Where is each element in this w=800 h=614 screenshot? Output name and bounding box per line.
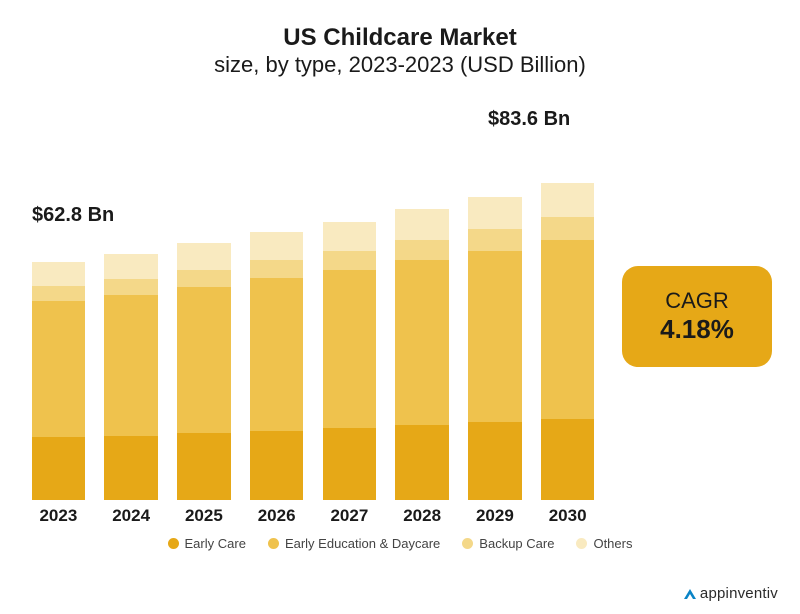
bar-column [319,222,380,501]
bar-segment [541,217,594,240]
legend-swatch [268,538,279,549]
bar-segment [104,254,157,279]
title-block: US Childcare Market size, by type, 2023-… [28,24,772,78]
bar-segment [104,279,157,295]
bars [28,140,598,500]
x-tick-label: 2027 [319,506,380,526]
legend-item: Others [576,536,632,551]
bar-segment [323,251,376,270]
legend-item: Backup Care [462,536,554,551]
bar-segment [250,260,303,278]
legend-label: Backup Care [479,536,554,551]
title-sub: size, by type, 2023-2023 (USD Billion) [28,52,772,78]
cagr-value: 4.18% [650,314,744,345]
bar-column [174,243,235,500]
bar-column [28,262,89,500]
legend-label: Others [593,536,632,551]
bar [32,262,85,500]
title-main: US Childcare Market [28,24,772,52]
legend-label: Early Care [185,536,246,551]
bar [395,209,448,500]
bar-segment [323,428,376,500]
brand-text: appinventiv [700,585,778,602]
bar-segment [177,270,230,287]
bar-segment [323,222,376,251]
bar-column [537,183,598,500]
cagr-box: CAGR 4.18% [622,266,772,367]
x-axis-labels: 2023 2024 2025 2026 2027 2028 2029 2030 [28,506,598,526]
x-tick-label: 2030 [537,506,598,526]
bar-column [246,232,307,500]
legend-swatch [462,538,473,549]
brand-icon [682,586,698,602]
legend-label: Early Education & Daycare [285,536,440,551]
bar-segment [250,431,303,500]
bar-segment [32,262,85,286]
bar [323,222,376,501]
bar-segment [395,209,448,240]
legend-item: Early Education & Daycare [268,536,440,551]
legend-swatch [576,538,587,549]
bar-segment [104,436,157,500]
bar-segment [541,183,594,217]
bar-column [465,197,526,500]
bar-segment [323,270,376,428]
brand-logo: appinventiv [682,585,778,602]
cagr-label: CAGR [650,288,744,314]
chart-area: $62.8 Bn $83.6 Bn 2023202420252026202720… [28,106,598,526]
x-tick-label: 2026 [246,506,307,526]
bar-segment [468,422,521,500]
bar-segment [468,229,521,250]
bar-segment [395,240,448,260]
bar-segment [32,301,85,437]
bar-column [392,209,453,500]
bar-segment [177,433,230,500]
bar-segment [395,260,448,425]
bar-segment [104,295,157,436]
legend-item: Early Care [168,536,246,551]
bar [541,183,594,500]
bar-segment [468,197,521,229]
x-tick-label: 2028 [392,506,453,526]
bar-segment [250,278,303,430]
x-tick-label: 2025 [174,506,235,526]
bar-segment [250,232,303,260]
bar-segment [177,287,230,433]
legend-swatch [168,538,179,549]
bar [250,232,303,500]
body-row: $62.8 Bn $83.6 Bn 2023202420252026202720… [28,106,772,526]
bar [468,197,521,500]
callout-last: $83.6 Bn [488,108,570,131]
bar-segment [541,419,594,500]
x-tick-label: 2023 [28,506,89,526]
bar [177,243,230,500]
x-tick-label: 2029 [465,506,526,526]
bar-segment [32,437,85,500]
bar-column [101,254,162,500]
chart-container: US Childcare Market size, by type, 2023-… [0,0,800,614]
bar-segment [177,243,230,270]
bar-segment [32,286,85,301]
x-tick-label: 2024 [101,506,162,526]
bar-segment [541,240,594,420]
bar [104,254,157,500]
bar-segment [395,425,448,500]
legend: Early Care Early Education & Daycare Backu… [28,536,772,551]
bar-segment [468,251,521,423]
